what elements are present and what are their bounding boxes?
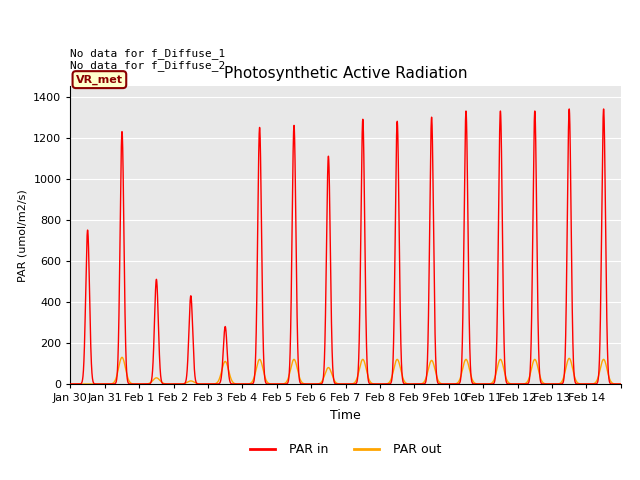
Text: VR_met: VR_met: [76, 74, 123, 85]
Title: Photosynthetic Active Radiation: Photosynthetic Active Radiation: [224, 66, 467, 81]
X-axis label: Time: Time: [330, 408, 361, 421]
Legend:  PAR in,  PAR out: PAR in, PAR out: [245, 438, 446, 461]
Y-axis label: PAR (umol/m2/s): PAR (umol/m2/s): [18, 189, 28, 282]
Text: No data for f_Diffuse_1
No data for f_Diffuse_2: No data for f_Diffuse_1 No data for f_Di…: [70, 48, 226, 71]
